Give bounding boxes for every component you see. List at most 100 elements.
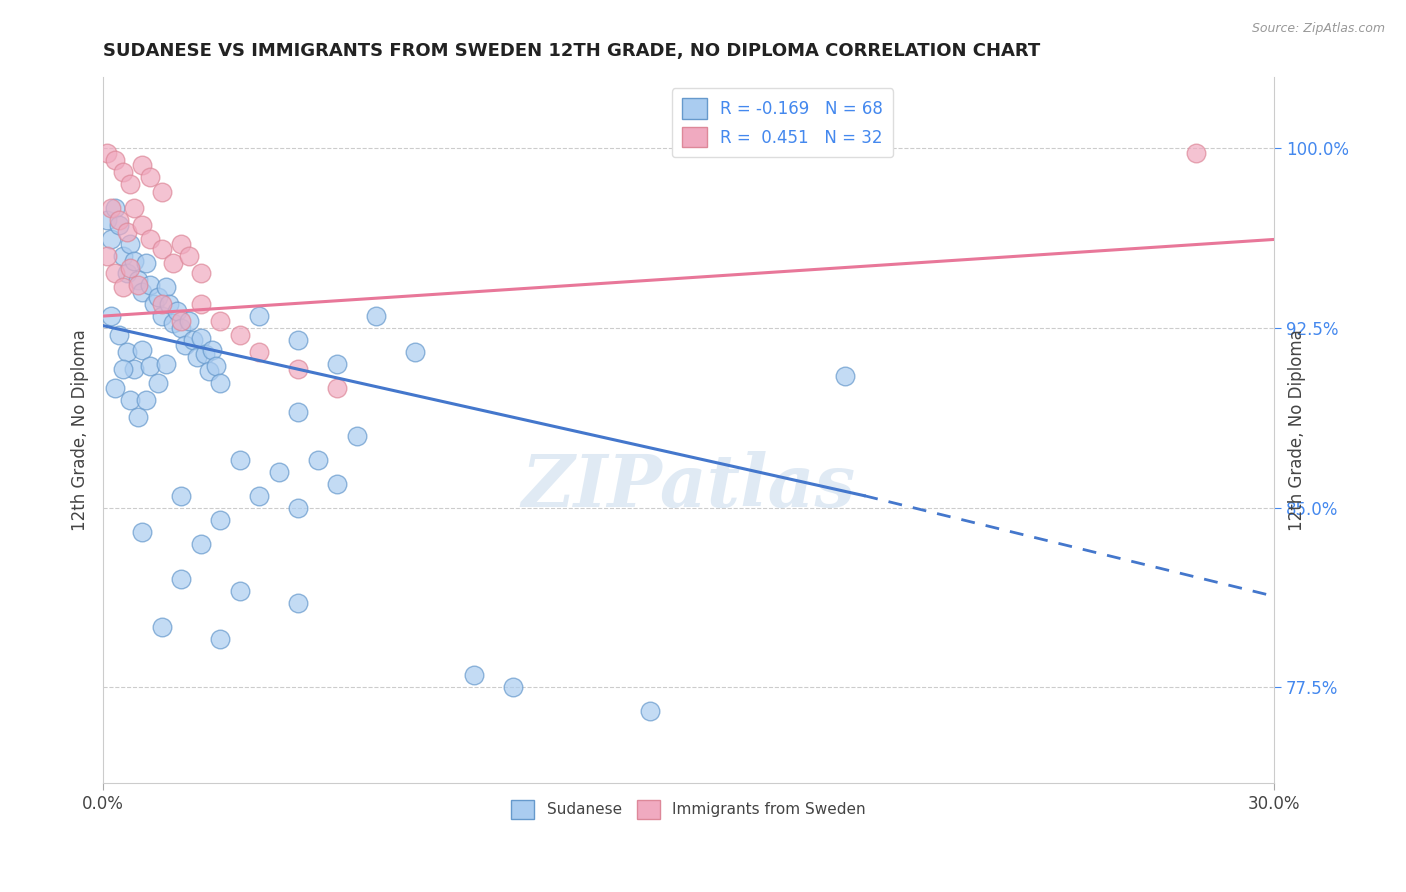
Point xyxy=(162,316,184,330)
Point xyxy=(115,225,138,239)
Point xyxy=(100,232,122,246)
Point xyxy=(135,256,157,270)
Point xyxy=(174,338,197,352)
Point xyxy=(150,297,173,311)
Point xyxy=(287,596,309,610)
Point xyxy=(346,429,368,443)
Point xyxy=(150,185,173,199)
Point xyxy=(404,345,426,359)
Point xyxy=(197,364,219,378)
Point xyxy=(229,584,252,599)
Point xyxy=(131,218,153,232)
Point xyxy=(209,376,232,391)
Point xyxy=(104,381,127,395)
Point xyxy=(111,280,134,294)
Point xyxy=(170,237,193,252)
Point xyxy=(115,345,138,359)
Point xyxy=(142,297,165,311)
Point xyxy=(267,465,290,479)
Point xyxy=(177,314,200,328)
Point xyxy=(131,524,153,539)
Point xyxy=(127,409,149,424)
Point xyxy=(139,359,162,374)
Text: Source: ZipAtlas.com: Source: ZipAtlas.com xyxy=(1251,22,1385,36)
Point xyxy=(100,202,122,216)
Point xyxy=(162,256,184,270)
Text: SUDANESE VS IMMIGRANTS FROM SWEDEN 12TH GRADE, NO DIPLOMA CORRELATION CHART: SUDANESE VS IMMIGRANTS FROM SWEDEN 12TH … xyxy=(103,42,1040,60)
Point xyxy=(127,273,149,287)
Point xyxy=(190,297,212,311)
Point xyxy=(146,290,169,304)
Point xyxy=(247,489,270,503)
Text: ZIPatlas: ZIPatlas xyxy=(522,450,856,522)
Point xyxy=(834,368,856,383)
Point xyxy=(135,392,157,407)
Point xyxy=(127,277,149,292)
Point xyxy=(177,249,200,263)
Point xyxy=(502,680,524,694)
Point xyxy=(190,330,212,344)
Point xyxy=(229,328,252,343)
Point xyxy=(287,500,309,515)
Point xyxy=(287,361,309,376)
Point xyxy=(139,170,162,185)
Point xyxy=(131,343,153,357)
Point xyxy=(107,218,129,232)
Point xyxy=(170,321,193,335)
Point xyxy=(155,357,177,371)
Point xyxy=(247,309,270,323)
Point xyxy=(209,632,232,647)
Point xyxy=(159,297,181,311)
Point xyxy=(326,476,349,491)
Point xyxy=(107,213,129,227)
Point xyxy=(104,266,127,280)
Point xyxy=(209,513,232,527)
Point xyxy=(150,309,173,323)
Point xyxy=(190,266,212,280)
Point xyxy=(170,489,193,503)
Point xyxy=(166,304,188,318)
Point xyxy=(287,405,309,419)
Point xyxy=(139,232,162,246)
Y-axis label: 12th Grade, No Diploma: 12th Grade, No Diploma xyxy=(1288,329,1306,531)
Point xyxy=(139,277,162,292)
Y-axis label: 12th Grade, No Diploma: 12th Grade, No Diploma xyxy=(72,329,89,531)
Point xyxy=(201,343,224,357)
Point xyxy=(205,359,228,374)
Point xyxy=(104,202,127,216)
Point xyxy=(463,668,485,682)
Point xyxy=(186,350,208,364)
Point xyxy=(96,146,118,161)
Point xyxy=(194,347,217,361)
Point xyxy=(155,280,177,294)
Point xyxy=(150,242,173,256)
Point xyxy=(638,704,661,718)
Point xyxy=(209,314,232,328)
Point xyxy=(287,333,309,347)
Legend: Sudanese, Immigrants from Sweden: Sudanese, Immigrants from Sweden xyxy=(505,794,872,825)
Point xyxy=(107,328,129,343)
Point xyxy=(131,158,153,172)
Point xyxy=(104,153,127,168)
Point xyxy=(170,314,193,328)
Point xyxy=(124,361,146,376)
Point xyxy=(181,333,204,347)
Point xyxy=(247,345,270,359)
Point xyxy=(120,178,142,192)
Point xyxy=(366,309,388,323)
Point xyxy=(111,165,134,179)
Point xyxy=(190,536,212,550)
Point xyxy=(111,361,134,376)
Point xyxy=(120,237,142,252)
Point xyxy=(124,254,146,268)
Point xyxy=(150,620,173,634)
Point xyxy=(326,357,349,371)
Point xyxy=(115,266,138,280)
Point xyxy=(120,392,142,407)
Point xyxy=(124,202,146,216)
Point xyxy=(307,452,329,467)
Point xyxy=(326,381,349,395)
Point xyxy=(131,285,153,299)
Point xyxy=(111,249,134,263)
Point xyxy=(120,261,142,276)
